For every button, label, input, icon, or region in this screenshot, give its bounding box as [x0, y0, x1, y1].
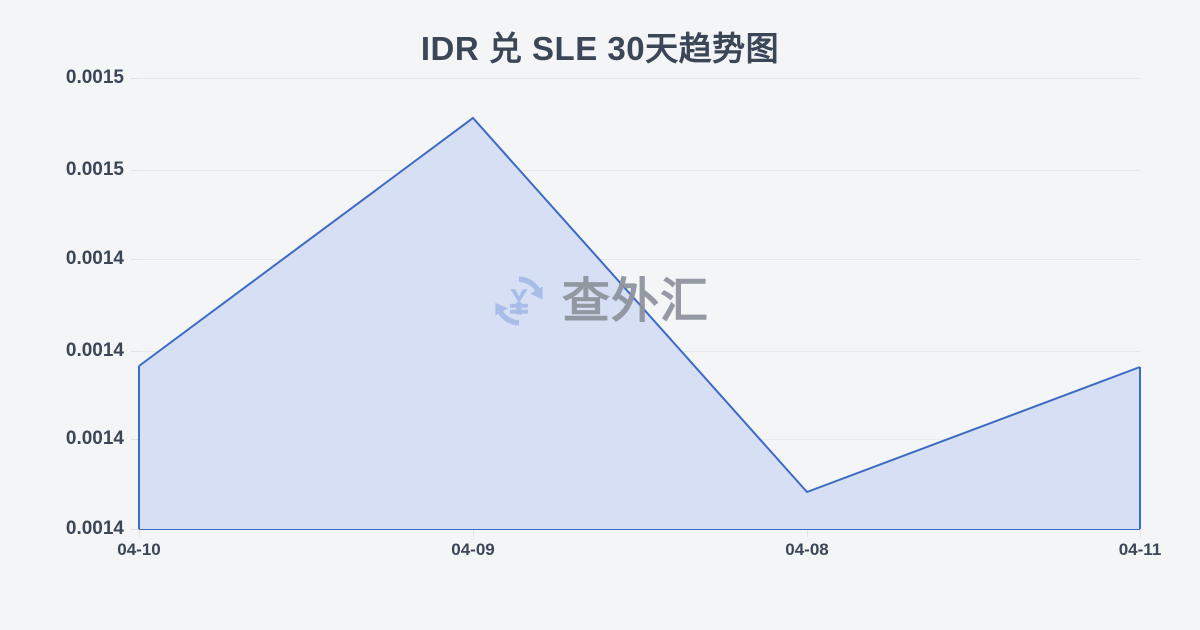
y-axis-label: 0.0014: [65, 518, 124, 539]
y-axis-tick: [131, 170, 139, 171]
x-axis-tick: [473, 530, 474, 537]
y-axis-label: 0.0015: [65, 159, 124, 180]
x-axis-label: 04-08: [785, 540, 829, 559]
watermark-text: 查外汇: [562, 273, 710, 329]
currency-exchange-icon: [495, 276, 543, 326]
x-axis-label: 04-09: [451, 540, 495, 559]
x-axis-tick: [1140, 530, 1141, 537]
watermark: 查外汇: [490, 272, 709, 330]
x-axis-label: 04-11: [1118, 540, 1162, 559]
y-axis-tick: [131, 439, 139, 440]
gridline: [139, 439, 1140, 440]
x-axis-line: [139, 529, 1140, 530]
y-axis-tick: [131, 259, 139, 260]
x-axis-tick: [807, 530, 808, 537]
y-axis-label: 0.0015: [65, 67, 124, 88]
gridline: [139, 259, 1140, 260]
y-axis-label: 0.0014: [65, 248, 124, 269]
y-axis-tick: [131, 78, 139, 79]
y-axis-label: 0.0014: [65, 428, 124, 449]
gridline: [139, 170, 1140, 171]
y-axis-label: 0.0014: [65, 340, 124, 361]
x-axis-label: 04-10: [117, 540, 161, 559]
x-axis-tick: [139, 530, 140, 537]
y-axis-tick: [131, 351, 139, 352]
gridline: [139, 78, 1140, 79]
y-axis-tick: [131, 529, 139, 530]
chart-title: IDR 兑 SLE 30天趋势图: [420, 30, 780, 67]
gridline: [139, 351, 1140, 352]
